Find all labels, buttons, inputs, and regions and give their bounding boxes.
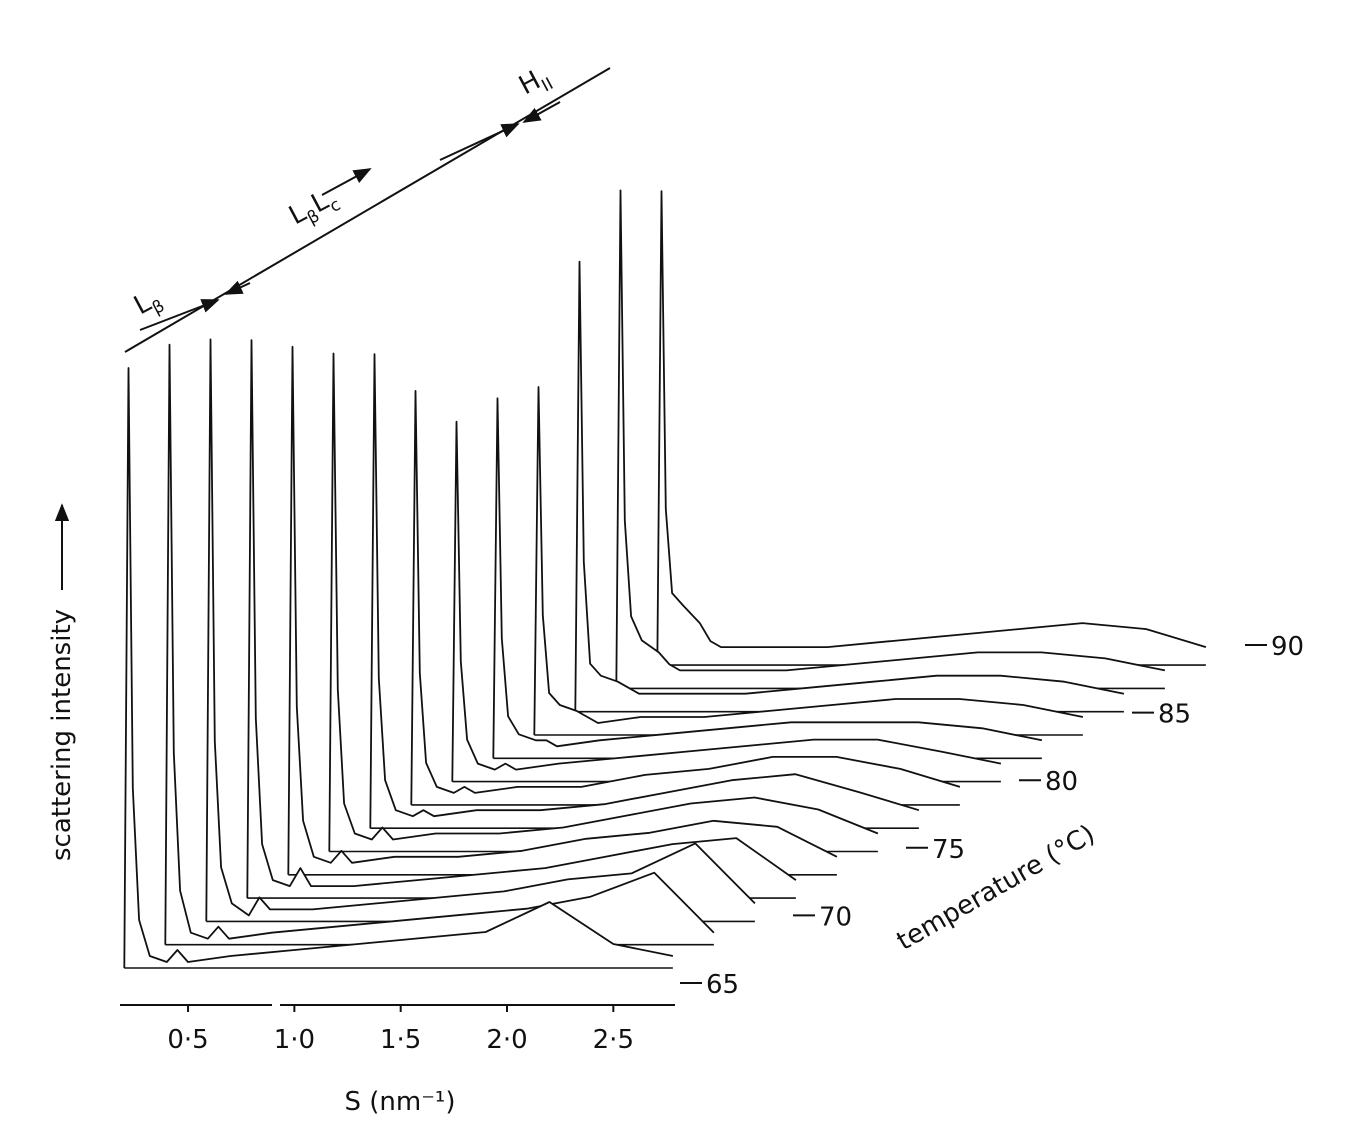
phase-arrow [522,101,561,123]
y-axis-label: scattering intensity [47,609,77,861]
z-ticks: 65 70 75 80 85 90 [680,632,1304,1000]
x-tick-label: 0·5 [167,1025,208,1055]
curve [287,345,838,875]
x-tick-label: 2·5 [593,1025,634,1055]
z-tick-label: 70 [819,902,852,932]
phase-arrow [321,168,372,196]
curve [205,338,756,922]
curve [369,353,920,829]
x-tick-label: 1·0 [274,1025,315,1055]
z-axis-label: temperature (°C) [892,819,1100,957]
curve-bg [165,344,714,945]
z-tick-label: 75 [932,835,965,865]
phase-arrow [224,280,251,295]
phase-label: LβLc [284,182,344,236]
curve-bg [616,190,1165,689]
phase-label: Lβ [129,283,168,326]
curve [615,189,1166,689]
phase-label: HII [514,61,557,106]
curve [328,352,879,852]
x-axis-label: S (nm⁻¹) [344,1087,455,1117]
phase-arrow [439,123,520,161]
curve [451,420,1002,782]
curves [123,189,1207,969]
phase-labels: Lβ LβLc HII [129,61,557,326]
x-tick-label: 1·5 [380,1025,421,1055]
curve [656,190,1207,666]
x-ticks: 0·5 1·0 1·5 2·0 2·5 [167,1005,634,1055]
curve [574,260,1125,712]
curve [492,397,1043,759]
z-tick-label: 80 [1045,767,1078,797]
phase-arrow [139,299,220,331]
curve [246,339,797,899]
curve-bg [657,191,1206,666]
curve [410,390,961,805]
x-tick-label: 2·0 [486,1025,527,1055]
z-tick-label: 65 [706,970,739,1000]
curve [123,367,674,969]
curve-bg [206,339,755,922]
z-tick-label: 85 [1158,700,1191,730]
z-tick-label: 90 [1271,632,1304,662]
phase-line [124,67,611,353]
curve [164,343,715,945]
curve [533,386,1084,736]
